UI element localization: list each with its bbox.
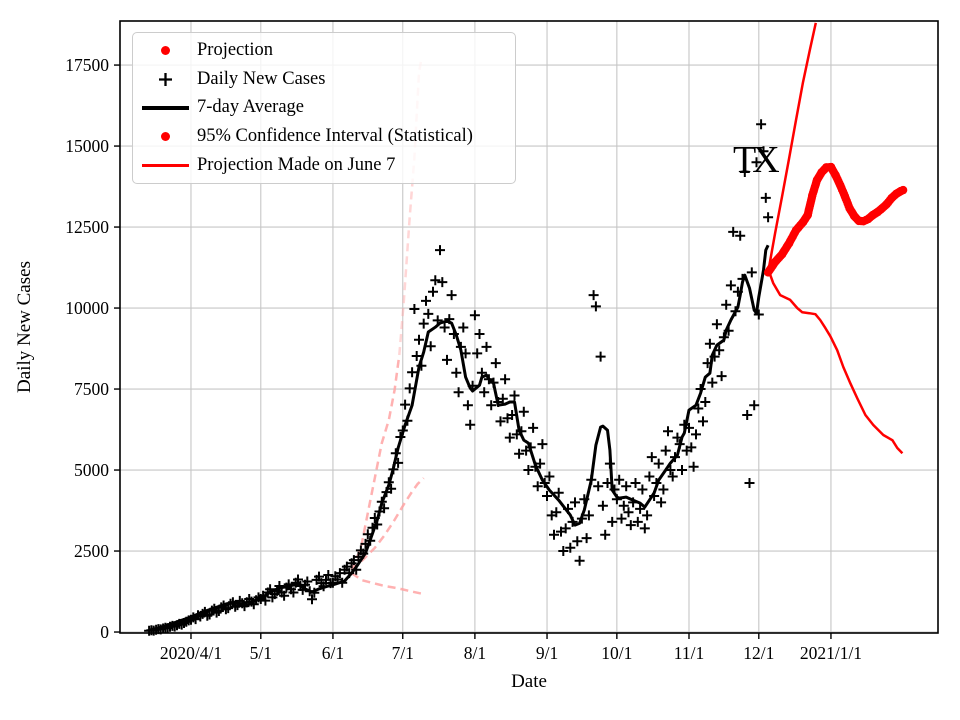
x-tick-label: 12/1 xyxy=(743,643,774,663)
projection-dot-marker-icon xyxy=(133,45,197,55)
x-tick-label: 9/1 xyxy=(536,643,558,663)
x-tick-label: 10/1 xyxy=(601,643,632,663)
legend-item-7day-average: 7-day Average xyxy=(133,94,515,122)
axis-ticks-and-labels: 2020/4/1 5/1 6/1 7/1 8/1 9/1 10/1 11/1 12/1 2021/… xyxy=(65,55,862,663)
legend-item-projection-june7: Projection Made on June 7 xyxy=(133,152,515,180)
projection-june7-line xyxy=(766,22,904,455)
ci-dashed-line xyxy=(350,354,401,571)
x-tick-label: 11/1 xyxy=(674,643,704,663)
seven-day-average-line xyxy=(148,244,770,632)
y-tick-label: 10000 xyxy=(65,298,109,318)
x-axis-label: Date xyxy=(511,671,547,692)
legend-item-label: 7-day Average xyxy=(197,97,305,118)
y-tick-label: 12500 xyxy=(65,217,109,237)
y-tick-label: 2500 xyxy=(74,541,109,561)
ci-dashed-line xyxy=(350,477,425,572)
y-tick-label: 0 xyxy=(100,622,109,642)
seven-day-average-path xyxy=(148,244,770,632)
legend-item-label: Daily New Cases xyxy=(197,68,326,89)
legend: Projection Daily New Cases 7-day Average… xyxy=(132,32,516,184)
x-tick-label: 7/1 xyxy=(392,643,414,663)
legend-item-label: Projection xyxy=(197,39,274,60)
y-tick-label: 7500 xyxy=(74,379,109,399)
plot-border xyxy=(119,20,939,634)
x-tick-label: 5/1 xyxy=(250,643,272,663)
ci-dashed-line xyxy=(398,61,423,356)
ci-dashed-line xyxy=(350,572,425,596)
y-tick-label: 15000 xyxy=(65,136,109,156)
ci-dot-marker-icon xyxy=(133,132,197,142)
projection-dot-curve xyxy=(763,162,908,277)
legend-item-daily-new-cases: Daily New Cases xyxy=(133,65,515,93)
plus-marker-icon xyxy=(133,71,197,88)
y-tick-label: 5000 xyxy=(74,460,109,480)
legend-item-label: 95% Confidence Interval (Statistical) xyxy=(197,126,473,147)
legend-item-projection: Projection xyxy=(133,36,515,64)
plot-frame xyxy=(119,20,939,634)
projection-dot xyxy=(898,185,908,195)
y-tick-label: 17500 xyxy=(65,55,109,75)
red-line-marker-icon xyxy=(133,163,197,168)
x-tick-label: 2020/4/1 xyxy=(160,643,222,663)
state-annotation-label: TX xyxy=(733,139,779,181)
x-tick-label: 6/1 xyxy=(322,643,344,663)
legend-item-label: Projection Made on June 7 xyxy=(197,155,396,176)
black-line-marker-icon xyxy=(133,106,197,110)
projection-june7-path xyxy=(766,22,818,273)
x-tick-label: 8/1 xyxy=(464,643,486,663)
x-tick-label: 2021/1/1 xyxy=(800,643,862,663)
legend-item-confidence-interval: 95% Confidence Interval (Statistical) xyxy=(133,123,515,151)
confidence-interval-dashed-lines xyxy=(350,61,425,596)
projection-june7-path xyxy=(767,271,904,455)
y-axis-label: Daily New Cases xyxy=(14,261,35,393)
